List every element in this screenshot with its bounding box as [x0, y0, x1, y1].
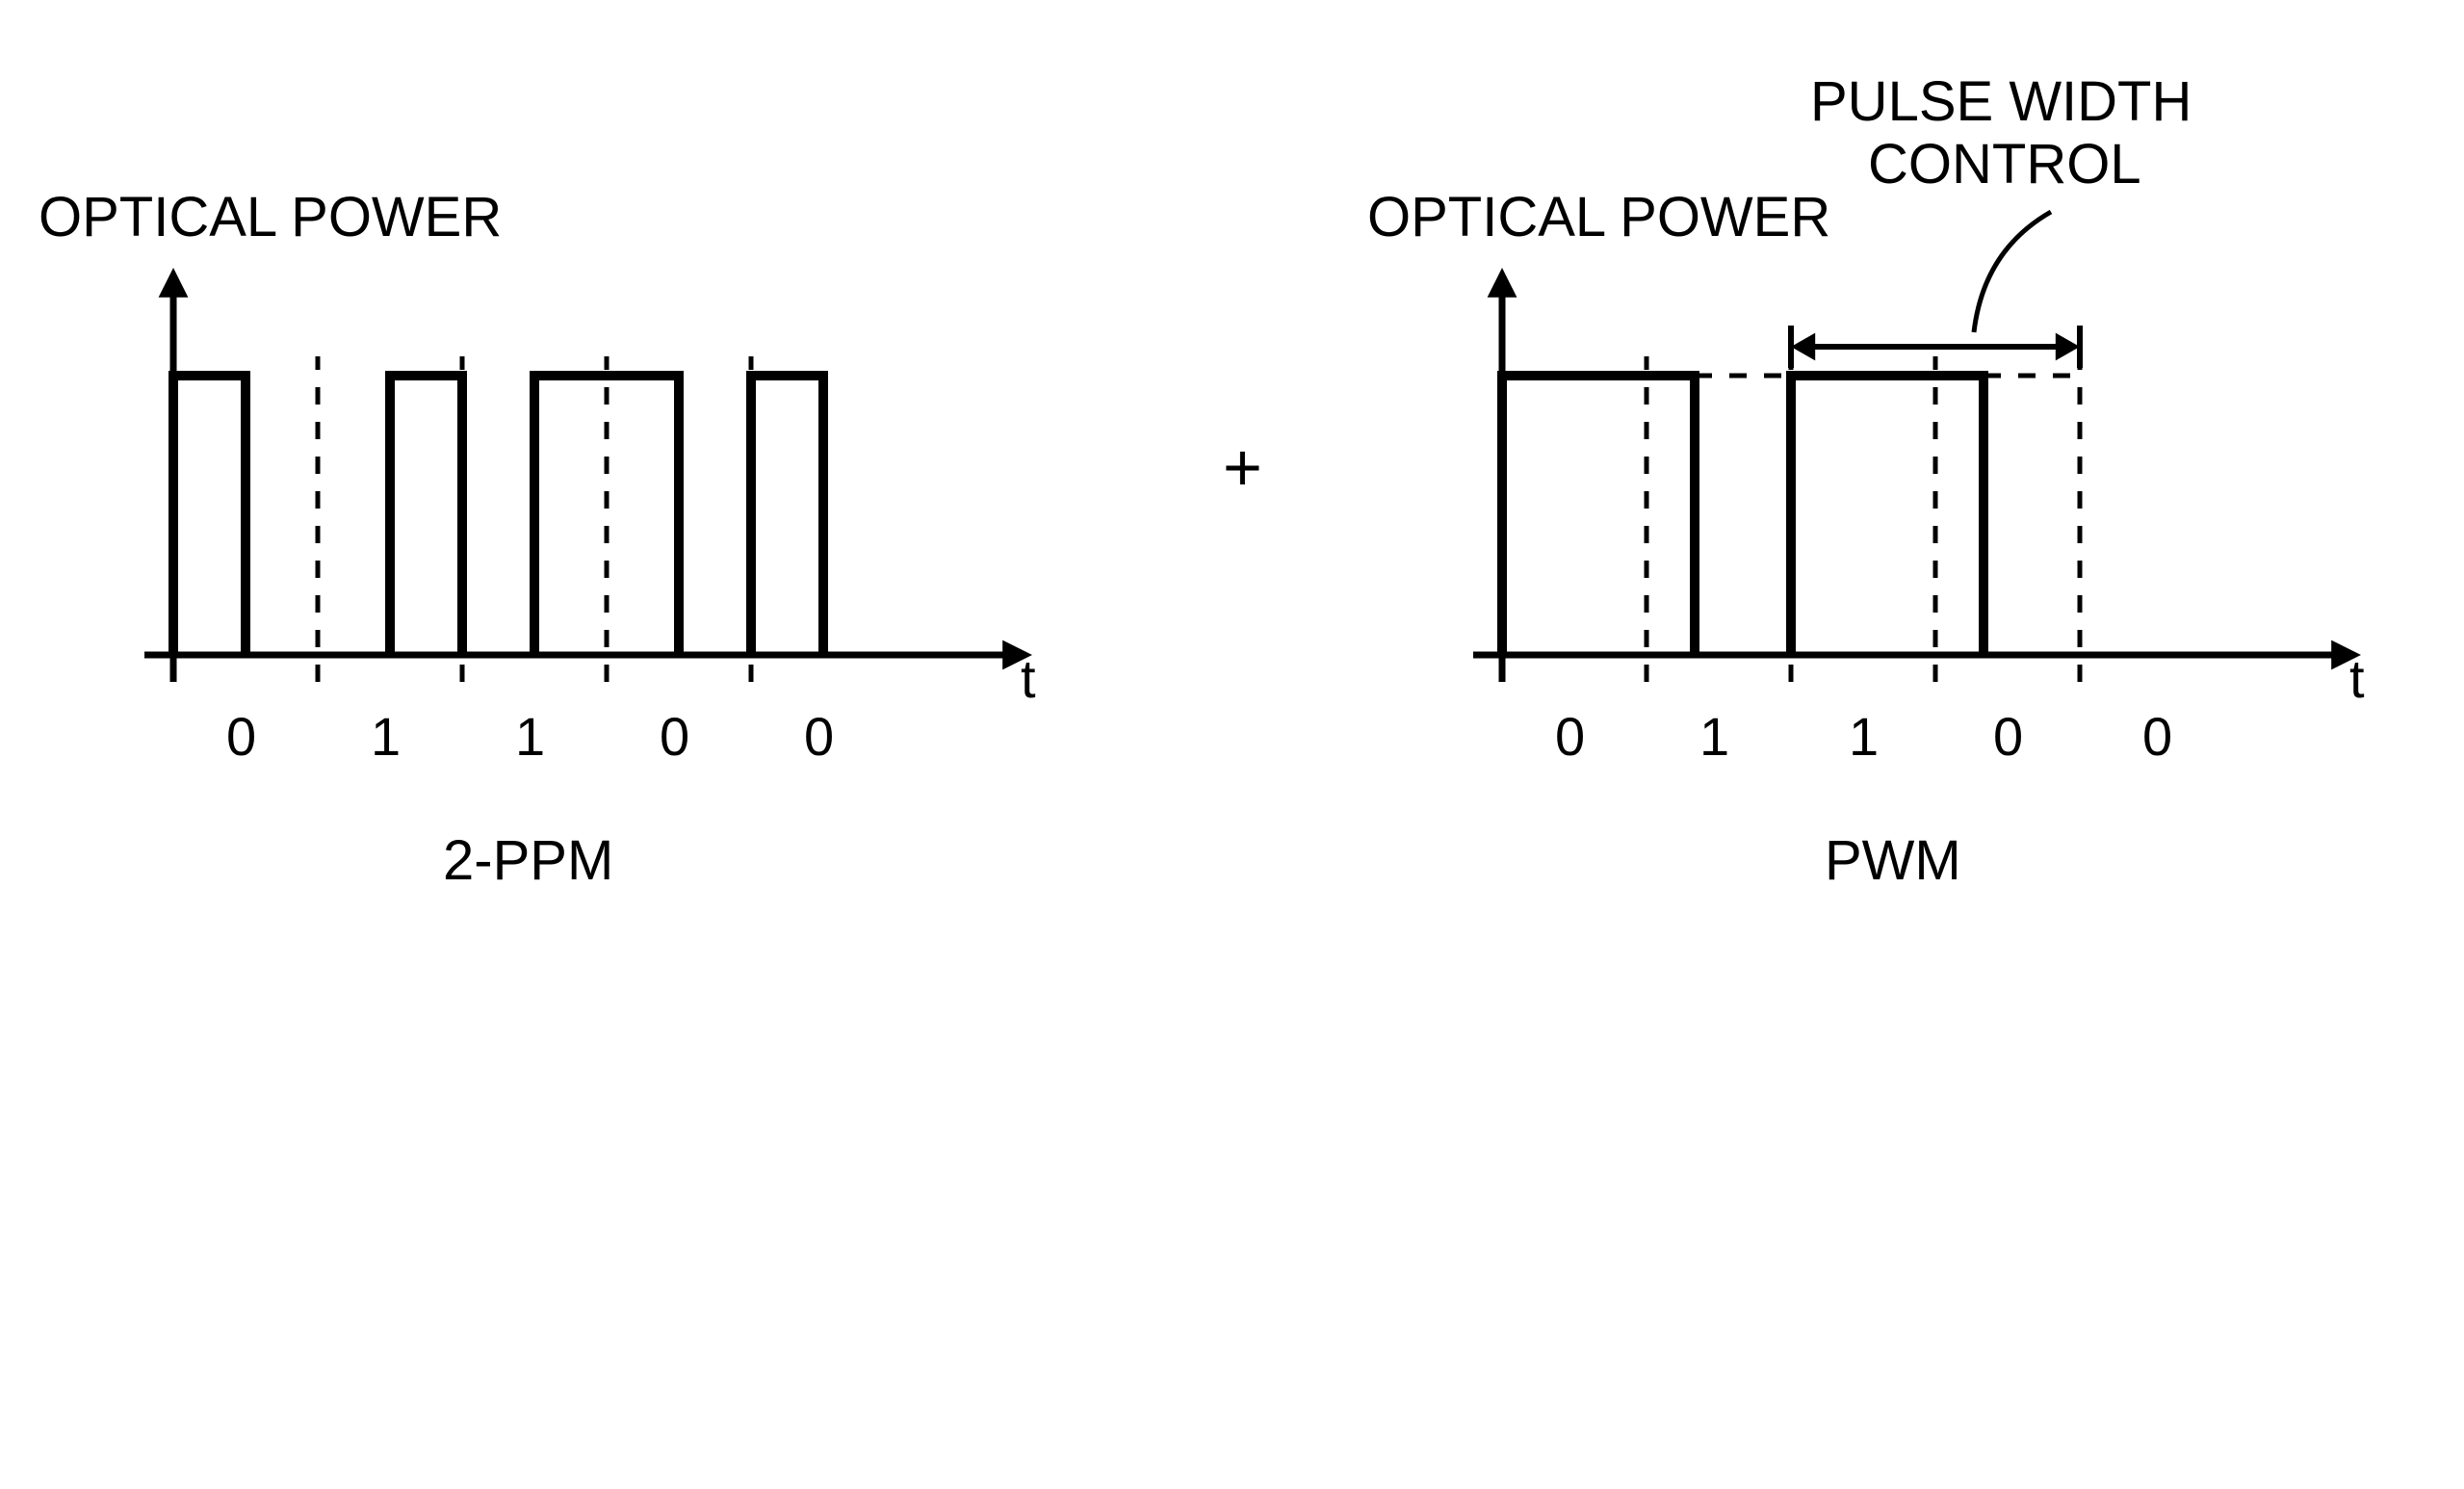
- left-x-label: t: [1021, 647, 1036, 710]
- right-x-label: t: [2349, 647, 2365, 710]
- left-bit-label: 0: [226, 705, 256, 768]
- left-bit-label: 0: [804, 705, 834, 768]
- right-bit-label: 0: [1555, 705, 1585, 768]
- right-title: PWM: [1825, 828, 1961, 893]
- diagram-container: OPTICAL POWER t 2-PPM OPTICAL POWER t PW…: [0, 0, 2464, 1489]
- right-bit-label: 1: [1699, 705, 1729, 768]
- plus-sign: +: [1223, 429, 1262, 506]
- left-title: 2-PPM: [443, 828, 613, 893]
- annotation-line2: CONTROL: [1868, 132, 2141, 196]
- right-y-label: OPTICAL POWER: [1367, 185, 1830, 249]
- annotation-line1: PULSE WIDTH: [1810, 69, 2192, 134]
- left-y-label: OPTICAL POWER: [39, 185, 502, 249]
- right-bit-label: 0: [2142, 705, 2172, 768]
- right-bit-label: 1: [1849, 705, 1879, 768]
- right-bit-label: 0: [1993, 705, 2023, 768]
- left-bit-label: 1: [515, 705, 545, 768]
- left-bit-label: 0: [660, 705, 689, 768]
- left-bit-label: 1: [371, 705, 401, 768]
